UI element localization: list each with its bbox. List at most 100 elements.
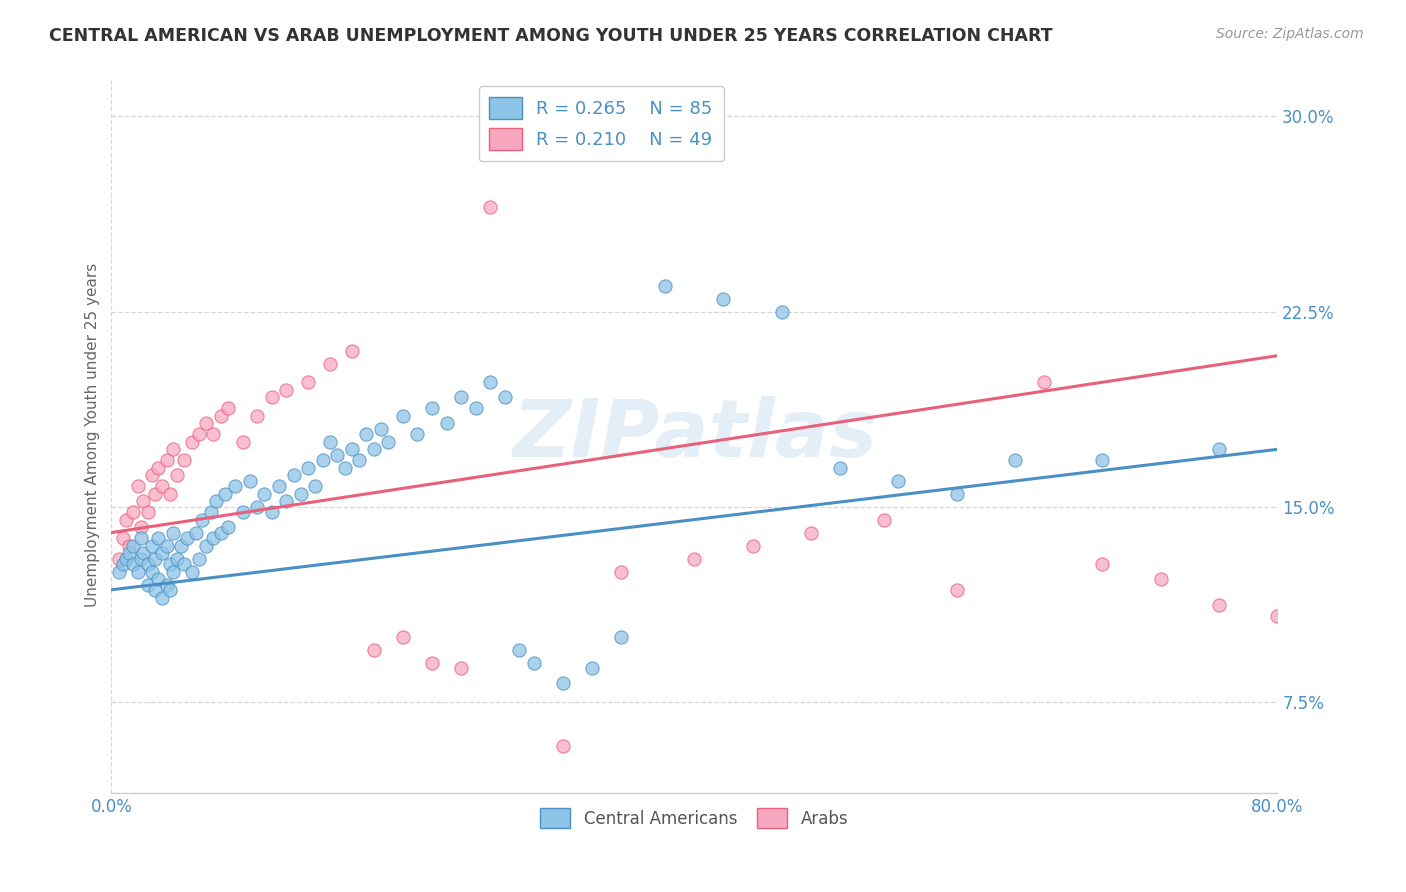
Point — [239, 474, 262, 488]
Point — [741, 539, 763, 553]
Point — [1091, 452, 1114, 467]
Point — [319, 357, 342, 371]
Point — [363, 642, 385, 657]
Point — [115, 551, 138, 566]
Point — [136, 577, 159, 591]
Point — [224, 479, 246, 493]
Point — [363, 442, 385, 457]
Point — [683, 551, 706, 566]
Point — [195, 417, 218, 431]
Point — [118, 539, 141, 553]
Point — [945, 486, 967, 500]
Point — [143, 486, 166, 500]
Point — [340, 442, 363, 457]
Point — [122, 505, 145, 519]
Point — [770, 304, 793, 318]
Point — [276, 494, 298, 508]
Point — [173, 557, 195, 571]
Point — [246, 500, 269, 514]
Point — [209, 525, 232, 540]
Point — [297, 460, 319, 475]
Point — [162, 525, 184, 540]
Point — [159, 557, 181, 571]
Point — [654, 278, 676, 293]
Point — [162, 565, 184, 579]
Point — [553, 739, 575, 753]
Point — [156, 577, 179, 591]
Point — [297, 375, 319, 389]
Point — [1004, 452, 1026, 467]
Point — [132, 494, 155, 508]
Point — [166, 551, 188, 566]
Point — [184, 525, 207, 540]
Point — [450, 390, 472, 404]
Point — [347, 452, 370, 467]
Point — [370, 421, 392, 435]
Point — [127, 479, 149, 493]
Point — [581, 661, 603, 675]
Point — [1033, 375, 1056, 389]
Point — [146, 531, 169, 545]
Point — [143, 582, 166, 597]
Point — [159, 582, 181, 597]
Point — [141, 539, 163, 553]
Point — [118, 546, 141, 560]
Point — [112, 531, 135, 545]
Point — [1208, 442, 1230, 457]
Point — [170, 539, 193, 553]
Point — [115, 512, 138, 526]
Point — [420, 656, 443, 670]
Point — [132, 546, 155, 560]
Point — [333, 460, 356, 475]
Point — [290, 486, 312, 500]
Point — [260, 505, 283, 519]
Point — [713, 292, 735, 306]
Point — [173, 452, 195, 467]
Point — [180, 434, 202, 449]
Point — [141, 565, 163, 579]
Point — [392, 409, 415, 423]
Point — [267, 479, 290, 493]
Point — [195, 539, 218, 553]
Point — [1265, 608, 1288, 623]
Point — [122, 539, 145, 553]
Point — [129, 551, 152, 566]
Point — [828, 460, 851, 475]
Point — [1091, 557, 1114, 571]
Point — [873, 512, 896, 526]
Text: CENTRAL AMERICAN VS ARAB UNEMPLOYMENT AMONG YOUTH UNDER 25 YEARS CORRELATION CHA: CENTRAL AMERICAN VS ARAB UNEMPLOYMENT AM… — [49, 27, 1053, 45]
Point — [143, 551, 166, 566]
Point — [136, 557, 159, 571]
Point — [610, 630, 633, 644]
Point — [205, 494, 228, 508]
Point — [187, 426, 209, 441]
Point — [945, 582, 967, 597]
Point — [156, 539, 179, 553]
Point — [214, 486, 236, 500]
Point — [107, 551, 129, 566]
Point — [304, 479, 326, 493]
Point — [152, 546, 174, 560]
Point — [246, 409, 269, 423]
Point — [356, 426, 378, 441]
Point — [146, 573, 169, 587]
Point — [162, 442, 184, 457]
Point — [107, 565, 129, 579]
Point — [450, 661, 472, 675]
Point — [420, 401, 443, 415]
Point — [127, 565, 149, 579]
Point — [326, 448, 349, 462]
Point — [191, 512, 214, 526]
Point — [276, 383, 298, 397]
Point — [156, 452, 179, 467]
Point — [479, 201, 502, 215]
Point — [129, 520, 152, 534]
Point — [129, 531, 152, 545]
Point — [187, 551, 209, 566]
Point — [200, 505, 222, 519]
Point — [479, 375, 502, 389]
Point — [202, 426, 225, 441]
Point — [319, 434, 342, 449]
Point — [392, 630, 415, 644]
Point — [152, 479, 174, 493]
